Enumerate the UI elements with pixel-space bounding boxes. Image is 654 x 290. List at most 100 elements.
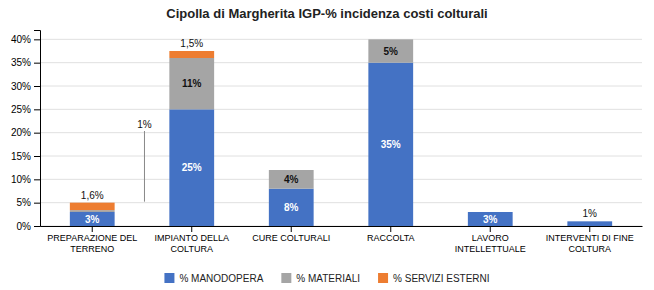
x-axis: PREPARAZIONE DELTERRENOIMPIANTO DELLACOL…: [41, 226, 643, 254]
data-label: 8%: [284, 202, 299, 213]
bar-segment: [169, 51, 214, 58]
legend-swatch: [378, 273, 388, 283]
grid-line: [40, 86, 642, 87]
bar-segment: [567, 221, 612, 226]
x-tick: CURE COLTURALI: [252, 226, 330, 243]
y-tick-label: 30%: [11, 81, 31, 92]
bar-segment: [468, 212, 513, 213]
title: Cipolla di Margherita IGP-% incidenza co…: [166, 6, 487, 21]
bar-segment: [368, 63, 413, 226]
data-label: 1,5%: [180, 38, 203, 49]
grid-line: [40, 226, 642, 227]
data-label: 3%: [483, 214, 498, 225]
annotation: 1%: [137, 119, 152, 130]
x-tick-mark: [390, 226, 391, 232]
y-tick-mark: [34, 63, 40, 64]
legend-label: % MANODOPERA: [179, 273, 263, 284]
legend-item: % MATERIALI: [281, 273, 360, 284]
x-tick: PREPARAZIONE DELTERRENO: [47, 226, 137, 254]
bar-segment: [468, 212, 513, 213]
y-tick: 0%: [17, 221, 40, 232]
x-tick: RACCOLTA: [367, 226, 415, 243]
x-tick: INTERVENTI DI FINECOLTURA: [546, 226, 634, 254]
y-tick-mark: [34, 203, 40, 204]
x-tick-label: RACCOLTA: [367, 233, 415, 243]
y-tick: 10%: [11, 174, 40, 185]
legend-swatch: [164, 273, 174, 283]
bar-segment: [269, 170, 314, 171]
x-tick-label-line: TERRENO: [70, 244, 114, 254]
x-tick-label-line: COLTURA: [569, 244, 611, 254]
bar-segment: [169, 109, 214, 226]
x-tick-mark: [490, 226, 491, 232]
y-tick: 5%: [17, 197, 40, 208]
x-tick-label: INTERVENTI DI FINECOLTURA: [546, 233, 634, 253]
x-tick-label-line: RACCOLTA: [367, 233, 415, 243]
y-tick-label: 5%: [17, 197, 32, 208]
y-tick: 35%: [11, 57, 40, 68]
bar-segment: [269, 170, 314, 189]
x-tick-label-line: IMPIANTO DELLA: [155, 233, 229, 243]
bars: [70, 39, 612, 226]
x-tick-label-line: PREPARAZIONE DEL: [47, 233, 137, 243]
bar-segment: [567, 221, 612, 222]
y-tick-mark: [34, 226, 40, 227]
bar-segment: [269, 189, 314, 226]
legend: % MANODOPERA % MATERIALI % SERVIZI ESTERNI: [164, 273, 489, 284]
grid: [40, 39, 642, 226]
y-axis-line: [34, 31, 41, 227]
x-tick-mark: [589, 226, 590, 232]
x-tick-label-line: COLTURA: [171, 244, 213, 254]
x-tick-label: CURE COLTURALI: [252, 233, 330, 243]
legend-item: % SERVIZI ESTERNI: [378, 273, 490, 284]
bar-segment: [368, 39, 413, 62]
annotation-line: [144, 131, 145, 202]
x-axis-line: [41, 226, 643, 227]
bar-segment: [70, 203, 115, 210]
chart: Cipolla di Margherita IGP-% incidenza co…: [0, 0, 654, 290]
y-axis: 0% 5% 10% 15% 20% 25% 30% 35% 40%: [11, 31, 41, 232]
bar-segment: [368, 39, 413, 40]
x-tick: IMPIANTO DELLACOLTURA: [155, 226, 229, 254]
y-tick-label: 25%: [11, 104, 31, 115]
y-tick: 40%: [11, 34, 40, 45]
data-label: 11%: [182, 78, 202, 89]
y-tick: 25%: [11, 104, 40, 115]
grid-line: [40, 39, 642, 40]
y-tick: 30%: [11, 81, 40, 92]
data-label: 25%: [182, 162, 202, 173]
data-label: 5%: [384, 46, 399, 57]
x-tick-mark: [291, 226, 292, 232]
x-tick-mark: [92, 226, 93, 232]
legend-swatch: [281, 273, 291, 283]
y-tick-label: 0%: [17, 221, 32, 232]
x-tick-label-line: INTERVENTI DI FINE: [546, 233, 634, 243]
grid-line: [40, 132, 642, 133]
data-label: 4%: [284, 174, 299, 185]
grid-line: [40, 62, 642, 63]
legend-item: % MANODOPERA: [164, 273, 263, 284]
bar-segment: [70, 212, 115, 226]
grid-line: [40, 109, 642, 110]
x-tick-label-line: LAVORO: [472, 233, 509, 243]
y-tick-mark: [34, 179, 40, 180]
y-tick-label: 20%: [11, 127, 31, 138]
x-tick-mark: [191, 226, 192, 232]
x-tick-label: PREPARAZIONE DELTERRENO: [47, 233, 137, 253]
y-tick-label: 10%: [11, 174, 31, 185]
legend-label: % SERVIZI ESTERNI: [393, 273, 490, 284]
y-tick-label: 15%: [11, 151, 31, 162]
x-tick-label: IMPIANTO DELLACOLTURA: [155, 233, 229, 253]
y-tick-mark: [34, 109, 40, 110]
data-label: 1%: [583, 208, 598, 219]
y-tick: 15%: [11, 151, 40, 162]
x-tick: LAVOROINTELLETTUALE: [455, 226, 526, 254]
x-tick-label-line: CURE COLTURALI: [252, 233, 330, 243]
bar-segment: [169, 58, 214, 109]
y-tick-mark: [34, 86, 40, 87]
data-label: 3%: [85, 214, 100, 225]
y-tick-mark: [34, 133, 40, 134]
grid-line: [40, 179, 642, 180]
x-tick-label: LAVOROINTELLETTUALE: [455, 233, 526, 253]
grid-line: [40, 156, 642, 157]
